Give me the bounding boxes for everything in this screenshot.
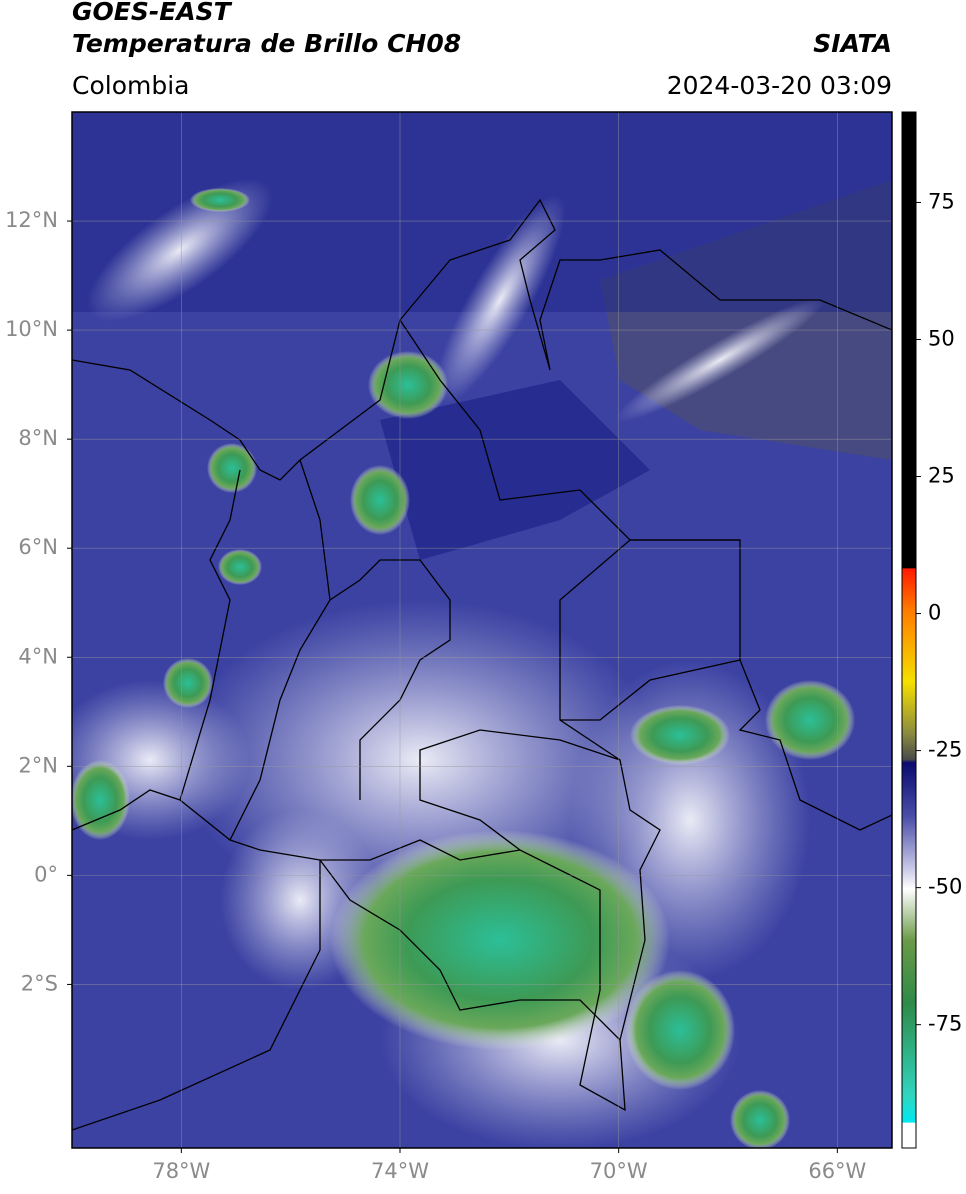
region: Colombia	[72, 71, 189, 100]
colorbar	[901, 111, 917, 1149]
lon-tick-label: 70°W	[590, 1159, 648, 1183]
source: SIATA	[813, 29, 892, 58]
lon-tick-label: 74°W	[371, 1159, 429, 1183]
timestamp: 2024-03-20 03:09	[667, 71, 892, 100]
colorbar-tick-label: -50	[928, 875, 962, 899]
graticule	[72, 112, 892, 1148]
colorbar-tick-label: 50	[928, 326, 955, 350]
lat-tick-label: 2°S	[21, 971, 58, 995]
lat-tick-label: 4°N	[18, 644, 58, 668]
lat-tick-label: 6°N	[18, 535, 58, 559]
lat-tick-label: 2°N	[18, 753, 58, 777]
lon-tick-label: 66°W	[808, 1159, 866, 1183]
satellite-image	[72, 112, 892, 1148]
colorbar-tick-label: -25	[928, 738, 962, 762]
colorbar-tick-label: 25	[928, 464, 955, 488]
colorbar-tick-label: 0	[928, 601, 941, 625]
lon-tick-label: 78°W	[152, 1159, 210, 1183]
title: GOES-EAST	[72, 0, 233, 26]
lat-tick-label: 8°N	[18, 426, 58, 450]
subtitle: Temperatura de Brillo CH08	[72, 29, 461, 58]
colorbar-tick-label: 75	[928, 189, 955, 213]
map-frame	[71, 111, 893, 1149]
colorbar-tick-label: -75	[928, 1012, 962, 1036]
lat-tick-label: 10°N	[5, 317, 58, 341]
lat-tick-label: 12°N	[5, 208, 58, 232]
lat-tick-label: 0°	[34, 862, 58, 886]
